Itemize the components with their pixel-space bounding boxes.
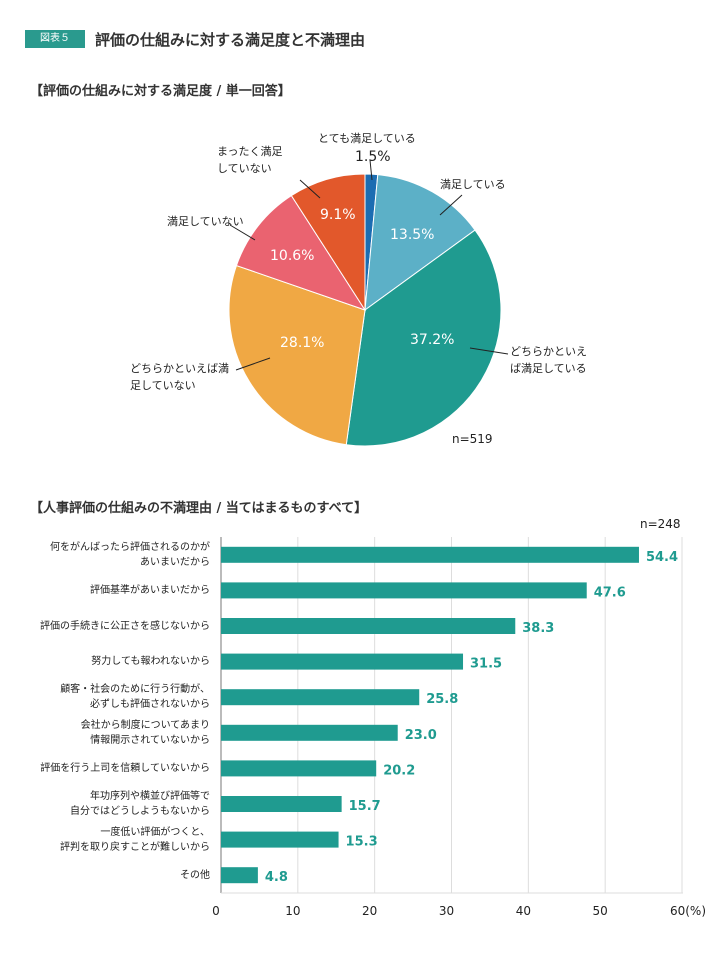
x-tick-label: 10 — [285, 904, 300, 918]
bar-title: 【人事評価の仕組みの不満理由 / 当てはまるものすべて】 — [30, 501, 368, 516]
bar-value-label-3: 31.5 — [470, 657, 502, 672]
category-line: 顧客・社会のために行う行動が、 — [60, 684, 210, 696]
pie-label-1: 満足している — [440, 178, 506, 191]
bar-8 — [221, 831, 339, 848]
pie-slice-3 — [228, 264, 366, 446]
bar-5 — [221, 724, 398, 741]
leader-line-2 — [469, 347, 509, 355]
bar-category-label: 一度低い評価がつくと、評判を取り戻すことが難しいから — [5, 825, 210, 855]
bar-category-label: 評価基準があいまいだから — [5, 583, 210, 598]
leader-line-1 — [439, 194, 463, 216]
bar-4 — [221, 689, 420, 706]
bar-category-label: 評価の手続きに公正さを感じないから — [5, 619, 210, 634]
category-line: 評価の手続きに公正さを感じないから — [40, 620, 210, 632]
category-line: 年功序列や横並び評価等で — [90, 791, 210, 802]
figure-badge: 図表５ — [25, 30, 85, 48]
bar-value-label-0: 54.4 — [646, 550, 678, 565]
bar-9 — [221, 867, 258, 884]
x-tick-label: 50 — [593, 904, 608, 918]
bar-value-label-8: 15.3 — [346, 835, 378, 850]
category-line: 評判を取り戻すことが難しいから — [60, 841, 210, 853]
bar-6 — [221, 760, 377, 777]
pie-slice-2 — [345, 229, 502, 447]
pie-value-0: 1.5% — [355, 149, 391, 165]
leader-line-0 — [369, 159, 373, 181]
category-line: 情報開示されていないから — [90, 734, 210, 746]
pie-slice-5 — [290, 173, 366, 312]
bar-value-label-6: 20.2 — [383, 763, 415, 778]
category-line: 努力しても報われないから — [91, 656, 210, 668]
x-tick-label: 0 — [212, 904, 220, 918]
pie-value-3: 28.1% — [280, 335, 325, 351]
leader-line-5 — [299, 179, 321, 199]
bar-0 — [221, 546, 639, 563]
bar-category-label: 何をがんばったら評価されるのかがあいまいだから — [5, 540, 210, 570]
bar-category-label: 評価を行う上司を信頼していないから — [5, 761, 210, 776]
bar-category-label: 年功序列や横並び評価等で自分ではどうしようもないから — [5, 789, 210, 819]
category-line: 必ずしも評価されないから — [90, 699, 210, 711]
bar-7 — [221, 796, 342, 812]
pie-label-2: どちらかといえば満足している — [510, 345, 587, 375]
pie-label-3: どちらかといえば満足していない — [130, 362, 229, 392]
bar-value-label-1: 47.6 — [594, 585, 626, 600]
category-line: 評価を行う上司を信頼していないから — [40, 762, 210, 774]
x-tick-label: 40 — [516, 904, 531, 918]
bar-value-label-9: 4.8 — [265, 870, 288, 885]
category-line: 自分ではどうしようもないから — [70, 806, 210, 817]
pie-label-4: 満足していない — [167, 215, 244, 228]
category-line: 評価基準があいまいだから — [90, 584, 210, 596]
leader-line-3 — [235, 357, 271, 371]
category-line: 会社から制度についてあまり — [80, 719, 210, 731]
bar-value-label-5: 23.0 — [405, 728, 437, 743]
bar-category-label: 努力しても報われないから — [5, 654, 210, 669]
leader-line-4 — [229, 224, 256, 241]
pie-value-4: 10.6% — [270, 248, 315, 264]
pie-label-5: まったく満足していない — [217, 145, 283, 175]
bar-value-label-2: 38.3 — [522, 621, 554, 636]
bar-2 — [221, 618, 516, 634]
pie-slice-4 — [235, 194, 367, 311]
pie-value-2: 37.2% — [410, 332, 455, 348]
x-tick-label: 30 — [439, 904, 454, 918]
pie-value-5: 9.1% — [320, 207, 356, 223]
pie-label-0: とても満足している — [318, 132, 416, 145]
bar-category-label: 顧客・社会のために行う行動が、必ずしも評価されないから — [5, 682, 210, 712]
category-line: 何をがんばったら評価されるのかが — [50, 541, 210, 553]
category-line: その他 — [180, 869, 210, 881]
bar-category-label: 会社から制度についてあまり情報開示されていないから — [5, 718, 210, 748]
bar-value-label-4: 25.8 — [426, 692, 458, 707]
pie-n-label: n=519 — [452, 432, 493, 446]
category-line: 一度低い評価がつくと、 — [100, 826, 210, 838]
x-tick-label: 60(%) — [670, 904, 706, 918]
pie-value-1: 13.5% — [390, 227, 435, 243]
pie-title: 【評価の仕組みに対する満足度 / 単一回答】 — [30, 84, 291, 99]
category-line: あいまいだから — [140, 556, 210, 568]
x-tick-label: 20 — [362, 904, 377, 918]
bar-n-label: n=248 — [640, 517, 681, 531]
bar-category-label: その他 — [5, 868, 210, 883]
bar-3 — [221, 653, 464, 670]
bar-value-label-7: 15.7 — [349, 799, 381, 814]
figure-title: 評価の仕組みに対する満足度と不満理由 — [95, 31, 366, 49]
bar-1 — [221, 582, 587, 599]
